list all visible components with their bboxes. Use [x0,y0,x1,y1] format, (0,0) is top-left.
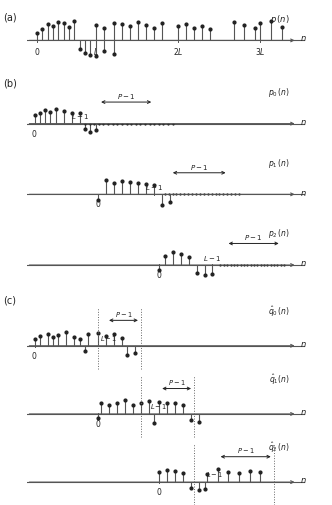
Text: $L$: $L$ [93,46,99,57]
Text: $0$: $0$ [95,198,102,210]
Text: $n$: $n$ [300,408,307,417]
Text: $p_0\,(n)$: $p_0\,(n)$ [268,86,290,99]
Text: $0$: $0$ [95,418,102,429]
Text: (c): (c) [3,295,16,306]
Text: $P-1$: $P-1$ [168,378,186,387]
Text: $n$: $n$ [300,476,307,485]
Text: $0$: $0$ [156,486,163,497]
Text: $0$: $0$ [34,46,41,57]
Text: $L-1$: $L-1$ [203,254,222,263]
Text: $0$: $0$ [31,128,38,139]
Text: $L-1$: $L-1$ [100,334,117,343]
Text: $L-1$: $L-1$ [145,183,163,192]
Text: $\hat{q}_2\,(n)$: $\hat{q}_2\,(n)$ [268,441,290,456]
Text: $P-1$: $P-1$ [244,233,263,242]
Text: $p_1\,(n)$: $p_1\,(n)$ [268,157,290,170]
Text: (b): (b) [3,78,17,88]
Text: $2L$: $2L$ [173,46,183,57]
Text: $0$: $0$ [156,269,163,280]
Text: $\hat{q}_1(n)$: $\hat{q}_1(n)$ [269,373,290,387]
Text: $P-1$: $P-1$ [237,446,255,456]
Text: $n$: $n$ [300,34,307,43]
Text: $L-1$: $L-1$ [206,470,223,479]
Text: $n$: $n$ [300,340,307,349]
Text: $0$: $0$ [31,350,38,361]
Text: $P-1$: $P-1$ [117,92,135,101]
Text: $L-1$: $L-1$ [150,402,167,411]
Text: $P-1$: $P-1$ [115,310,132,319]
Text: $p_2\,(n)$: $p_2\,(n)$ [268,227,290,240]
Text: $\hat{q}_0\,(n)$: $\hat{q}_0\,(n)$ [268,305,290,319]
Text: $P-1$: $P-1$ [190,163,208,172]
Text: $p\,(n)$: $p\,(n)$ [270,13,290,26]
Text: $n$: $n$ [300,118,307,127]
Text: (a): (a) [3,13,17,23]
Text: $n$: $n$ [300,259,307,268]
Text: $n$: $n$ [300,188,307,197]
Text: $3L$: $3L$ [255,46,266,57]
Text: $L-1$: $L-1$ [70,112,89,121]
